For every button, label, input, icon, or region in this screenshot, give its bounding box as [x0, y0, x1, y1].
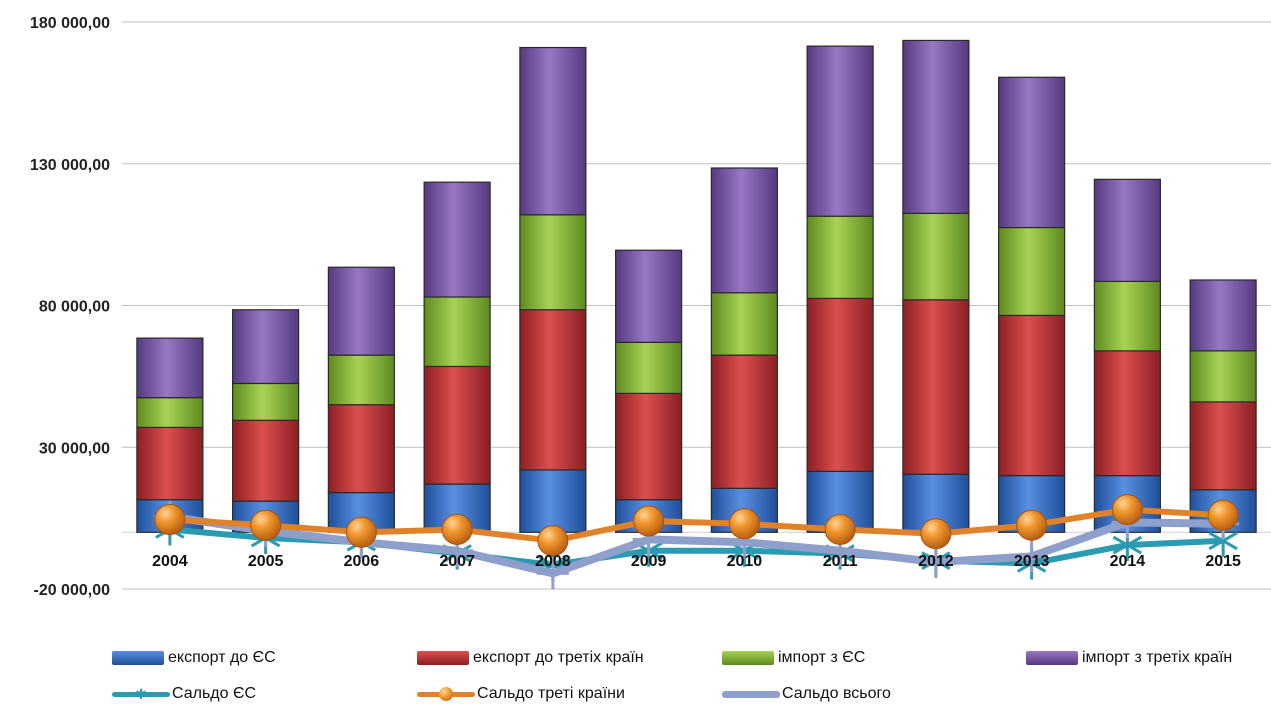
bar-segment [615, 392, 683, 501]
legend-item-export-eu: експорт до ЄС [112, 646, 276, 670]
legend-item-import-eu: імпорт з ЄС [722, 646, 865, 670]
bar-segment [1189, 401, 1257, 491]
bar-segment [902, 39, 970, 214]
legend-label: імпорт з третіх країн [1082, 649, 1233, 666]
grid-lines [122, 21, 1271, 590]
line-point [1016, 509, 1048, 541]
bar-segment [136, 337, 204, 399]
bar-segment [998, 76, 1066, 229]
legend-swatch-export-eu [112, 651, 164, 665]
bar-segment [806, 215, 874, 300]
bar-segment [232, 309, 300, 385]
x-tick-label: 2010 [727, 553, 763, 570]
bar-segment [806, 297, 874, 472]
x-tick-label: 2013 [1014, 553, 1050, 570]
bar-segment [136, 397, 204, 429]
bar-segment [615, 341, 683, 394]
series-line [166, 506, 1227, 544]
legend-swatch-import-eu [722, 651, 774, 665]
y-tick-label: 130 000,00 [30, 157, 110, 174]
bar-segment [1189, 350, 1257, 403]
x-tick-label: 2008 [535, 553, 571, 570]
y-axis: -20 000,00 30 000,00 80 000,00 130 000,00 18… [30, 15, 110, 599]
line-point [154, 504, 186, 536]
line-point [633, 505, 665, 537]
bar-segment [1093, 280, 1161, 352]
y-tick-label: -20 000,00 [33, 582, 110, 599]
bar-segment [710, 354, 778, 489]
bar-segment [519, 309, 587, 471]
legend: експорт до ЄС експорт до третіх країн ім… [0, 642, 1271, 702]
legend-label: імпорт з ЄС [778, 649, 866, 666]
bar-segment [1189, 279, 1257, 352]
legend-label: експорт до третіх країн [473, 649, 644, 666]
bar-segment [232, 419, 300, 502]
bar-segment [902, 212, 970, 301]
line-point [920, 518, 952, 550]
line-point [919, 546, 952, 579]
legend-label: Сальдо треті країни [477, 685, 625, 702]
legend-swatch-export-third [417, 651, 469, 665]
x-tick-label: 2005 [248, 553, 284, 570]
legend-label: Сальдо всього [782, 685, 891, 702]
bar-segment [902, 299, 970, 475]
y-tick-label: 30 000,00 [39, 440, 110, 457]
x-tick-label: 2004 [152, 553, 188, 570]
series-line [165, 512, 1228, 578]
x-tick-label: 2007 [439, 553, 475, 570]
legend-item-export-third: експорт до третіх країн [417, 646, 644, 670]
bar-segment [710, 292, 778, 356]
bar-segment [327, 354, 395, 406]
bar-segment [998, 314, 1066, 477]
line-point [536, 557, 569, 590]
bars [136, 39, 1257, 533]
y-tick-label: 180 000,00 [30, 15, 110, 32]
x-axis: 2004 2005 2006 2007 2008 2009 2010 2011 2012 2013… [152, 553, 1241, 570]
bar-segment [519, 214, 587, 311]
legend-item-import-third: імпорт з третіх країн [1026, 646, 1232, 670]
line-point [1015, 540, 1048, 573]
bar-segment [519, 469, 587, 533]
line-point [250, 509, 282, 541]
x-tick-label: 2012 [918, 553, 954, 570]
line-point [728, 508, 760, 540]
bar-segment [519, 46, 587, 216]
y-tick-label: 80 000,00 [39, 299, 110, 316]
bar-segment [998, 226, 1066, 317]
bar-segment [327, 404, 395, 494]
bar-segment [423, 296, 491, 368]
legend-line-saldo-third [417, 687, 475, 701]
line-point [1111, 494, 1143, 526]
x-tick-label: 2011 [823, 553, 858, 570]
x-tick-label: 2009 [631, 553, 667, 570]
bar-segment [232, 382, 300, 421]
bar-segment [615, 249, 683, 343]
line-point [345, 516, 377, 548]
x-tick-label: 2015 [1205, 553, 1241, 570]
legend-swatch-import-third [1026, 651, 1078, 665]
lines [153, 494, 1240, 590]
legend-label: Сальдо ЄС [172, 685, 257, 702]
bar-segment [327, 266, 395, 356]
legend-item-saldo-third: Сальдо треті країни [417, 682, 625, 706]
bar-segment [1093, 178, 1161, 283]
x-tick-label: 2014 [1110, 553, 1146, 570]
bar-segment [423, 181, 491, 298]
line-point [824, 513, 856, 545]
line-point [537, 525, 569, 557]
bar-segment [806, 45, 874, 217]
legend-line-saldo-total: + [722, 687, 780, 701]
bar-segment [710, 167, 778, 294]
legend-item-saldo-eu: ✱ Сальдо ЄС [112, 682, 256, 706]
bar-segment [423, 365, 491, 485]
legend-item-saldo-total: + Сальдо всього [722, 682, 891, 706]
x-tick-label: 2006 [344, 553, 380, 570]
bar-segment [1093, 350, 1161, 477]
line-point [1207, 499, 1239, 531]
legend-line-saldo-eu: ✱ [112, 687, 170, 701]
line-point [441, 513, 473, 545]
bar-segment [136, 426, 204, 501]
legend-label: експорт до ЄС [168, 649, 276, 666]
